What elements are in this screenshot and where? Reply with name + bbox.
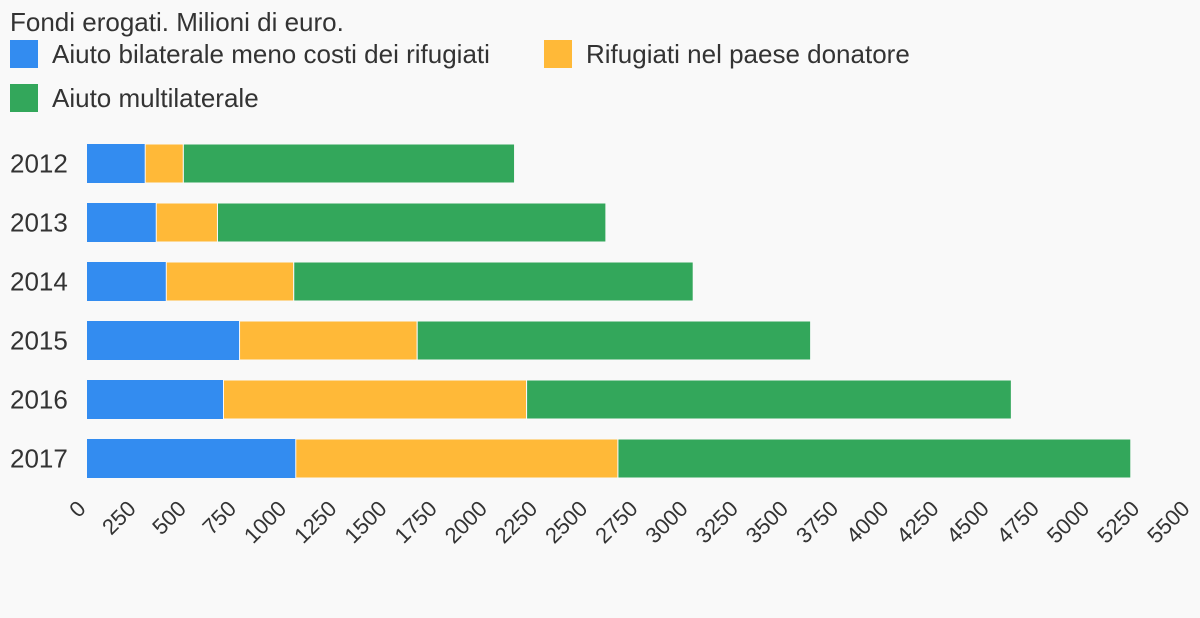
bar-2014-series-1[interactable] xyxy=(87,262,167,301)
x-tick-label-2750: 2750 xyxy=(590,496,642,548)
bar-2016-series-1[interactable] xyxy=(87,380,224,419)
bar-2015-series-3[interactable] xyxy=(416,320,812,361)
y-tick-label-2012: 2012 xyxy=(10,149,68,179)
bar-2012-series-3[interactable] xyxy=(182,143,516,184)
bars-group xyxy=(87,143,1132,479)
bar-2017-series-1[interactable] xyxy=(87,439,296,478)
x-tick-label-4750: 4750 xyxy=(992,496,1044,548)
legend-item-bilateral[interactable]: Aiuto bilaterale meno costi dei rifugiat… xyxy=(10,36,490,72)
x-tick-label-1750: 1750 xyxy=(390,496,442,548)
bar-2013-series-2[interactable] xyxy=(155,202,218,243)
x-tick-label-5000: 5000 xyxy=(1042,496,1094,548)
bar-2014-series-3[interactable] xyxy=(293,261,694,302)
legend-item-multilateral[interactable]: Aiuto multilaterale xyxy=(10,80,259,116)
x-tick-label-4000: 4000 xyxy=(841,496,893,548)
y-tick-label-2016: 2016 xyxy=(10,385,68,415)
x-tick-label-500: 500 xyxy=(147,496,191,540)
x-tick-label-5250: 5250 xyxy=(1092,496,1144,548)
x-tick-label-3500: 3500 xyxy=(741,496,793,548)
legend-label-multilateral: Aiuto multilaterale xyxy=(52,82,259,113)
bar-2013-series-3[interactable] xyxy=(216,202,607,243)
x-tick-label-250: 250 xyxy=(97,496,141,540)
x-tick-labels-group: 0 250 500 750100012501500175020002250250027… xyxy=(64,496,1194,548)
x-tick-label-3250: 3250 xyxy=(691,496,743,548)
bar-2016-series-3[interactable] xyxy=(526,379,1012,420)
x-tick-label-1000: 1000 xyxy=(239,496,291,548)
bar-2014-series-2[interactable] xyxy=(165,261,295,302)
x-tick-label-1500: 1500 xyxy=(339,496,391,548)
x-tick-label-5500: 5500 xyxy=(1142,496,1194,548)
y-tick-label-2014: 2014 xyxy=(10,267,68,297)
x-tick-label-2000: 2000 xyxy=(440,496,492,548)
x-tick-label-4250: 4250 xyxy=(891,496,943,548)
y-tick-label-2015: 2015 xyxy=(10,326,68,356)
y-tick-label-2013: 2013 xyxy=(10,208,68,238)
bar-2015-series-2[interactable] xyxy=(239,320,418,361)
x-tick-label-1250: 1250 xyxy=(289,496,341,548)
legend-label-refugees: Rifugiati nel paese donatore xyxy=(586,38,910,69)
x-tick-label-2250: 2250 xyxy=(490,496,542,548)
chart-title: Fondi erogati. Milioni di euro. xyxy=(10,7,344,37)
x-tick-label-0: 0 xyxy=(64,496,90,522)
bar-2013-series-1[interactable] xyxy=(87,203,157,242)
bar-2012-series-1[interactable] xyxy=(87,144,146,183)
bar-2015-series-1[interactable] xyxy=(87,321,240,360)
legend-label-bilateral: Aiuto bilaterale meno costi dei rifugiat… xyxy=(52,38,490,69)
x-tick-label-3750: 3750 xyxy=(791,496,843,548)
bar-2016-series-2[interactable] xyxy=(222,379,528,420)
x-tick-label-3000: 3000 xyxy=(640,496,692,548)
x-tick-label-4500: 4500 xyxy=(942,496,994,548)
legend-item-refugees[interactable]: Rifugiati nel paese donatore xyxy=(544,36,910,72)
x-tick-label-750: 750 xyxy=(197,496,241,540)
year-labels-group: 2012 2013 2014 2015 2016 2017 xyxy=(10,149,68,474)
legend-swatch-bilateral xyxy=(10,40,38,68)
bar-2017-series-2[interactable] xyxy=(295,438,619,479)
y-tick-label-2017: 2017 xyxy=(10,444,68,474)
legend-swatch-refugees xyxy=(544,40,572,68)
bar-2017-series-3[interactable] xyxy=(617,438,1132,479)
bar-2012-series-2[interactable] xyxy=(144,143,184,184)
legend-swatch-multilateral xyxy=(10,84,38,112)
x-tick-label-2500: 2500 xyxy=(540,496,592,548)
